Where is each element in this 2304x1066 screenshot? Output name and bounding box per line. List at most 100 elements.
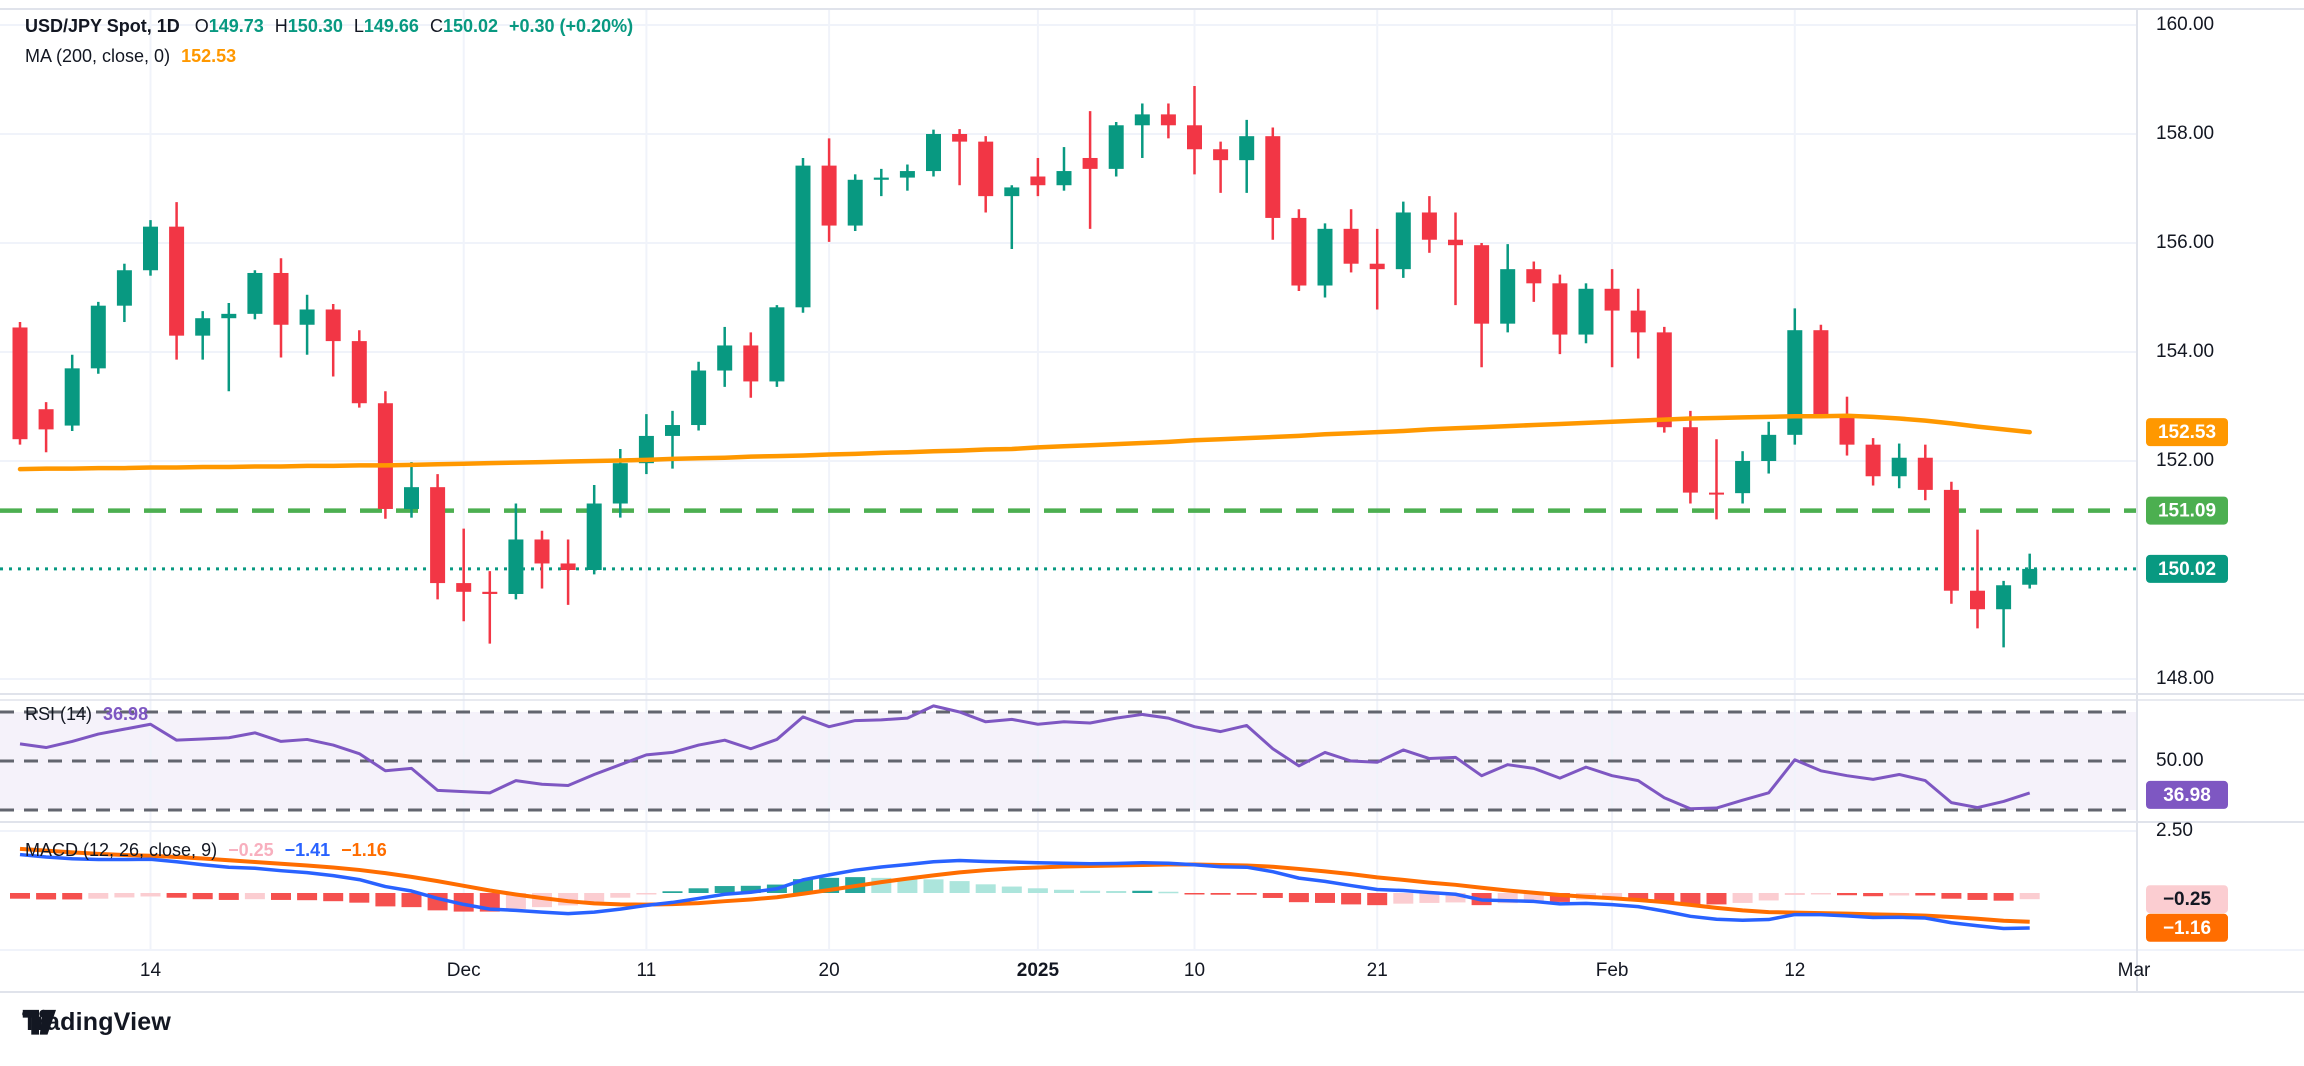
candle-body — [247, 272, 263, 314]
hist-badge-text[interactable]: −0.25 — [2163, 889, 2212, 910]
macd-histogram-bar — [1654, 893, 1675, 902]
candle-body — [586, 503, 602, 570]
price-axis-label[interactable]: 158.00 — [2156, 123, 2214, 144]
macd-histogram-bar — [1497, 893, 1518, 904]
candle-body — [1761, 434, 1777, 461]
candle-body — [1526, 269, 1542, 284]
candle-body — [1369, 263, 1385, 270]
candle-body — [169, 226, 185, 336]
candle-body — [847, 179, 863, 226]
level-badge-text[interactable]: 151.09 — [2158, 501, 2216, 522]
candle-body — [978, 141, 994, 197]
candle-body — [1735, 461, 1751, 494]
candle-body — [299, 309, 315, 325]
macd-histogram-bar — [975, 884, 996, 893]
candle-body — [273, 272, 289, 325]
candle-body — [1787, 330, 1803, 435]
price-axis-label[interactable]: 152.00 — [2156, 450, 2214, 471]
candle-body — [899, 171, 915, 178]
candle-body — [1813, 330, 1829, 415]
macd-histogram-bar — [1523, 893, 1544, 902]
rsi-legend[interactable]: RSI (14) 36.98 — [25, 704, 148, 725]
candle-body — [377, 403, 393, 509]
macd-histogram-bar — [1001, 886, 1022, 893]
rsi-axis-label[interactable]: 50.00 — [2156, 750, 2204, 771]
macd-signal-value: −1.16 — [341, 840, 387, 860]
ohlc-close: C150.02 — [429, 16, 498, 36]
candle-body — [143, 226, 158, 271]
macd-histogram-bar — [1315, 893, 1335, 903]
candle-body — [1656, 332, 1672, 428]
macd-histogram-bar — [88, 893, 109, 899]
candle-body — [743, 345, 759, 382]
macd-axis-label[interactable]: 2.50 — [2156, 820, 2193, 841]
candle-body — [1030, 176, 1046, 186]
macd-legend[interactable]: MACD (12, 26, close, 9) −0.25 −1.41 −1.1… — [25, 840, 387, 861]
ma-legend[interactable]: MA (200, close, 0) 152.53 — [25, 46, 236, 67]
candle-body — [1160, 114, 1176, 126]
rsi-badge[interactable] — [2146, 780, 2228, 809]
price-axis-label[interactable]: 156.00 — [2156, 232, 2214, 253]
macd-histogram-bar — [1106, 891, 1127, 893]
macd-histogram-bar — [1288, 893, 1309, 903]
hist-badge[interactable] — [2146, 885, 2228, 914]
candle-body — [90, 305, 106, 369]
candle-body — [1187, 125, 1202, 150]
time-axis-label[interactable]: 21 — [1367, 960, 1388, 981]
candle-body — [1865, 444, 1881, 477]
candle-body — [1082, 157, 1098, 169]
macd-histogram-bar — [1784, 893, 1805, 895]
candle-body — [195, 318, 211, 336]
macd-histogram-bar — [140, 893, 161, 897]
close-badge[interactable] — [2146, 554, 2228, 583]
tradingview-logo-icon — [22, 1009, 56, 1035]
rsi-badge-text[interactable]: 36.98 — [2163, 785, 2211, 806]
macd-histogram-bar — [349, 893, 370, 903]
macd-histogram-bar — [1549, 893, 1570, 902]
macd-histogram-bar — [1184, 893, 1205, 895]
time-axis-label[interactable]: 20 — [819, 960, 840, 981]
candle-body — [1943, 489, 1959, 591]
price-axis-label[interactable]: 160.00 — [2156, 14, 2214, 35]
macd-label: MACD (12, 26, close, 9) — [25, 840, 218, 860]
symbol-title: USD/JPY Spot, 1D — [25, 16, 180, 36]
macd-badge-text[interactable]: −1.16 — [2163, 918, 2211, 939]
macd-badge[interactable] — [2146, 913, 2228, 942]
tradingview-logo[interactable]: TradingView — [22, 1008, 171, 1037]
price-axis-label[interactable]: 154.00 — [2156, 341, 2214, 362]
candle-body — [1056, 171, 1072, 186]
level-badge[interactable] — [2146, 496, 2228, 525]
time-axis-label[interactable]: Feb — [1596, 960, 1629, 981]
macd-histogram-bar — [1262, 893, 1283, 898]
macd-histogram-bar — [1732, 893, 1753, 903]
time-axis-label[interactable]: 2025 — [1017, 960, 1060, 981]
ohlc-low: L149.66 — [353, 16, 419, 36]
candle-body — [2022, 568, 2038, 585]
ma-badge[interactable] — [2146, 418, 2228, 447]
macd-histogram-bar — [1706, 893, 1727, 905]
ohlc-open: O149.73 — [194, 16, 264, 36]
close-badge-text[interactable]: 150.02 — [2158, 559, 2216, 580]
candle-body — [612, 463, 628, 504]
time-axis-label[interactable]: 11 — [637, 960, 657, 981]
candle-body — [1839, 414, 1855, 445]
rsi-label: RSI (14) — [25, 704, 93, 724]
candle-body — [1630, 310, 1646, 333]
macd-histogram-bar — [1393, 893, 1414, 904]
time-axis-label[interactable]: 10 — [1184, 960, 1205, 981]
candle-body — [1213, 149, 1229, 161]
ma-badge-text[interactable]: 152.53 — [2158, 422, 2216, 443]
macd-histogram-bar — [1027, 888, 1048, 893]
time-axis-label[interactable]: 14 — [140, 960, 162, 981]
candle-body — [952, 134, 968, 142]
time-axis-label[interactable]: 12 — [1784, 960, 1805, 981]
time-axis-label[interactable]: Dec — [447, 960, 481, 981]
price-axis-label[interactable]: 148.00 — [2156, 668, 2214, 689]
macd-histogram-bar — [1941, 893, 1962, 899]
time-axis-label[interactable]: Mar — [2118, 960, 2151, 981]
macd-histogram-bar — [36, 893, 57, 900]
symbol-legend[interactable]: USD/JPY Spot, 1D O149.73 H150.30 L149.66… — [25, 16, 633, 37]
macd-histogram-bar — [1236, 893, 1257, 895]
